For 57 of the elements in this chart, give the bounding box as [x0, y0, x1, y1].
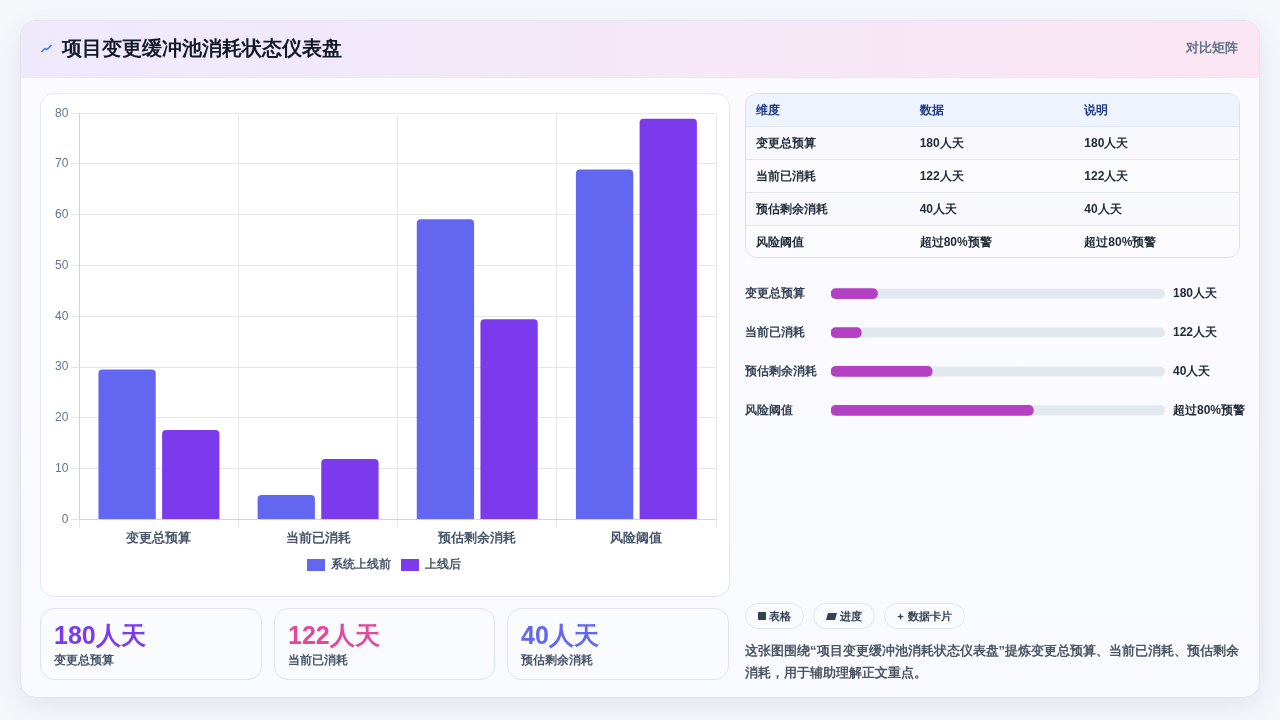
text: 180人天 — [1173, 285, 1219, 300]
bar — [416, 219, 475, 519]
text: 180人天 — [919, 135, 964, 150]
text: 40人天 — [919, 201, 958, 216]
text: 当前已消耗 — [288, 653, 348, 667]
legend-label: 系统上线前 — [330, 557, 391, 572]
text: 超过80%预警 — [919, 234, 992, 249]
text: 40人天 — [521, 621, 599, 649]
y-tick-label: 70 — [54, 156, 69, 171]
text: 预估剩余消耗 — [521, 653, 593, 667]
text: 这张图围绕“项目变更缓冲池消耗状态仪表盘”提炼变更总预算、当前已消耗、预估剩余消耗，用于辅助理解正文重点。 — [745, 643, 1239, 680]
y-tick-label: 20 — [54, 410, 69, 425]
y-tick-label: 30 — [54, 359, 69, 374]
text: 预估剩余消耗 — [756, 201, 828, 216]
bar — [831, 288, 878, 299]
y-tick-label: 风险阈值 — [744, 402, 793, 417]
text: 超过80%预警 — [1084, 234, 1157, 249]
y-tick-label: 当前已消耗 — [745, 324, 805, 339]
y-tick-label: 0 — [61, 511, 69, 526]
text: 变更总预算 — [756, 135, 816, 150]
y-tick-label: 50 — [54, 257, 69, 272]
y-tick-label: 80 — [54, 105, 69, 120]
text: 122人天 — [1173, 324, 1219, 339]
text: 表格 — [769, 608, 791, 624]
text: 40人天 — [1084, 201, 1122, 216]
text: 项目变更缓冲池消耗状态仪表盘 — [62, 37, 342, 59]
y-tick-label: 40 — [54, 308, 69, 323]
text: 180人天 — [1084, 135, 1129, 150]
bar — [321, 458, 379, 519]
text: 40人天 — [1173, 363, 1212, 378]
text: 进度 — [840, 608, 862, 624]
x-tick-label: 预估剩余消耗 — [437, 529, 517, 545]
text: 122人天 — [288, 621, 380, 649]
text: 对比矩阵 — [1186, 40, 1238, 55]
text: 说明 — [1084, 102, 1109, 117]
text: 当前已消耗 — [756, 168, 816, 183]
text: 数据卡片 — [908, 608, 952, 624]
bar — [98, 369, 156, 519]
bar — [257, 495, 315, 519]
text: 数据 — [919, 102, 944, 117]
text: 122人天 — [1084, 168, 1129, 183]
text: 维度 — [756, 102, 780, 117]
y-tick-label: 10 — [54, 460, 69, 475]
bar — [639, 118, 697, 519]
y-tick-label: 60 — [54, 207, 69, 222]
x-tick-label: 当前已消耗 — [285, 529, 351, 545]
bar — [480, 319, 538, 519]
x-tick-label: 风险阈值 — [609, 529, 663, 545]
text: 180人天 — [54, 621, 146, 649]
y-tick-label: 预估剩余消耗 — [744, 363, 817, 378]
x-tick-label: 变更总预算 — [125, 529, 192, 545]
bar — [575, 169, 634, 519]
text: 122人天 — [919, 168, 964, 183]
bar — [162, 430, 220, 519]
text: 超过80%预警 — [1172, 402, 1246, 417]
y-tick-label: 变更总预算 — [744, 285, 805, 300]
legend-label: 上线后 — [424, 557, 461, 572]
